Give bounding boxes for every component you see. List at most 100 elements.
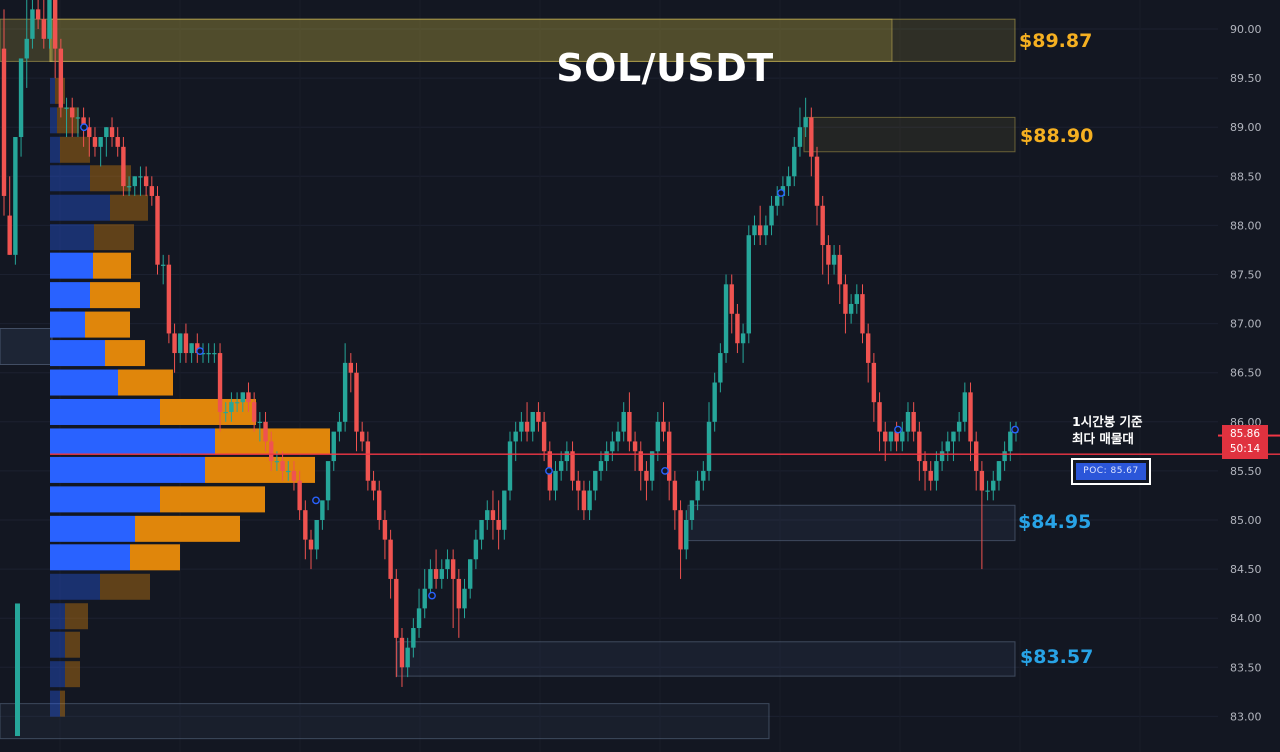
profile-sell-bar	[93, 252, 131, 279]
candle-body	[115, 137, 120, 147]
candle-body	[428, 569, 433, 589]
y-tick-label: 86.50	[1230, 367, 1262, 380]
candle-body	[1008, 431, 1013, 452]
candle-body	[797, 127, 803, 147]
candle-body	[433, 569, 439, 579]
candle-body	[649, 451, 655, 481]
marker-dot	[312, 496, 320, 505]
price-zone-inner	[49, 18, 893, 62]
candle-body	[348, 362, 354, 373]
candle-body	[132, 176, 137, 187]
candle-body	[524, 421, 530, 432]
candle-body	[325, 461, 331, 501]
candle-body	[416, 608, 422, 629]
candle-body	[905, 411, 911, 432]
candle-body	[52, 0, 58, 49]
candle-body	[280, 461, 285, 471]
profile-buy-bar	[50, 428, 215, 455]
candle-body	[422, 588, 427, 609]
price-zone-left	[0, 328, 53, 366]
candle-body	[974, 441, 979, 471]
annotation-line-1: 1시간봉 기준	[1072, 414, 1143, 429]
candle-body	[303, 510, 308, 540]
candle-body	[206, 353, 211, 355]
candle-body	[371, 480, 376, 491]
y-tick-label: 83.00	[1230, 710, 1262, 723]
y-tick-label: 83.50	[1230, 661, 1262, 674]
volume-profile	[50, 77, 330, 717]
candle-body	[479, 520, 484, 540]
candle-body	[149, 186, 155, 196]
profile-sell-bar	[60, 136, 90, 163]
marker-dot	[777, 189, 785, 197]
candle-body	[7, 215, 12, 255]
candlesticks	[1, 0, 1019, 737]
candle-body	[718, 353, 723, 383]
candle-body	[217, 353, 223, 412]
candle-body	[900, 431, 905, 442]
candle-body	[485, 510, 490, 520]
y-tick-label: 87.00	[1230, 318, 1262, 331]
profile-sell-bar	[60, 690, 65, 717]
candle-body	[723, 284, 729, 354]
y-tick-label: 84.00	[1230, 612, 1262, 625]
marker-dot	[196, 347, 204, 355]
profile-buy-bar	[50, 107, 57, 134]
candle-body	[865, 333, 871, 363]
candle-body	[251, 402, 257, 422]
profile-buy-bar	[50, 603, 65, 630]
candle-body	[212, 353, 217, 355]
profile-buy-bar	[50, 282, 90, 309]
candle-body	[439, 569, 444, 579]
profile-sell-bar	[118, 369, 173, 396]
candle-body	[234, 402, 240, 404]
candle-body	[803, 117, 808, 128]
profile-sell-bar	[85, 311, 130, 338]
candle-body	[121, 146, 126, 187]
candle-body	[632, 441, 638, 452]
candle-body	[166, 264, 172, 334]
candle-body	[269, 441, 274, 462]
candle-body	[996, 461, 1002, 481]
profile-sell-bar	[65, 661, 80, 688]
candle-body	[496, 520, 501, 530]
candle-body	[701, 470, 706, 481]
candle-body	[854, 294, 860, 304]
candle-body	[35, 9, 41, 20]
last-price-tag: 85.86 50:14	[1222, 425, 1268, 459]
candle-body	[75, 117, 81, 119]
profile-sell-bar	[105, 340, 145, 367]
profile-sell-bar	[160, 486, 265, 513]
candle-body	[666, 431, 672, 481]
candle-body	[30, 9, 35, 39]
profile-buy-bar	[50, 194, 110, 221]
candle-body	[388, 539, 393, 579]
candle-body	[64, 107, 69, 109]
candle-body	[274, 461, 280, 463]
marker-dot	[1011, 425, 1019, 434]
price-zone-support	[687, 504, 1016, 542]
candle-body	[337, 421, 342, 432]
y-tick-label: 90.00	[1230, 23, 1262, 36]
candle-body	[985, 490, 990, 492]
zone-label-84-95: $84.95	[1018, 511, 1092, 533]
candle-body	[536, 411, 541, 422]
y-tick-label: 88.50	[1230, 170, 1262, 183]
candle-body	[541, 421, 547, 452]
candle-body	[342, 362, 348, 422]
candle-body	[769, 205, 774, 226]
candle-body	[598, 461, 604, 471]
candle-body	[1, 48, 7, 196]
profile-buy-bar	[50, 631, 65, 658]
candle-body	[155, 195, 160, 265]
candle-body	[786, 176, 791, 187]
candle-body	[706, 421, 712, 471]
price-zone-support	[396, 641, 1016, 677]
candle-body	[257, 421, 263, 423]
candle-body	[576, 480, 581, 491]
poc-value: 85.67	[1110, 466, 1139, 476]
profile-buy-bar	[50, 136, 60, 163]
profile-sell-bar	[65, 631, 80, 658]
candle-body	[684, 520, 689, 550]
